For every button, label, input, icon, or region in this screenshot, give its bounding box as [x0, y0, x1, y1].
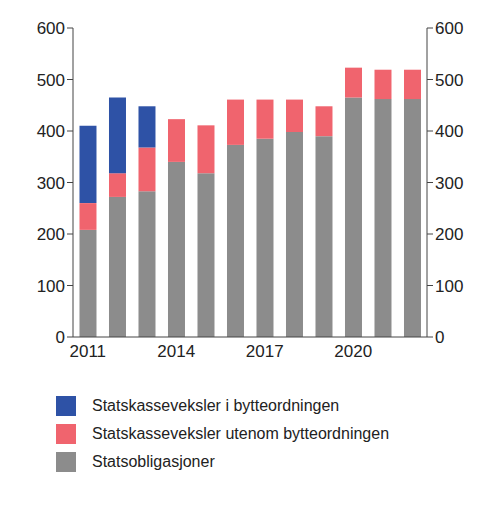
svg-text:500: 500	[435, 71, 463, 90]
html-text:Statsobligasjoner: Statsobligasjoner	[92, 453, 215, 470]
svg-text:2011: 2011	[69, 342, 106, 361]
svg-text:600: 600	[37, 19, 65, 38]
svg-text:300: 300	[435, 174, 463, 193]
svg-text:0: 0	[435, 328, 444, 347]
svg-text:600: 600	[435, 19, 463, 38]
svg-text:2017: 2017	[246, 342, 284, 361]
svg-text:200: 200	[37, 225, 65, 244]
svg-text:500: 500	[37, 71, 65, 90]
svg-text:400: 400	[435, 122, 463, 141]
svg-text:300: 300	[37, 174, 65, 193]
svg-text:0: 0	[56, 328, 65, 347]
svg-text:400: 400	[37, 122, 65, 141]
svg-text:100: 100	[435, 277, 463, 296]
html-text:Statskasseveksler i bytteordni: Statskasseveksler i bytteordningen	[92, 397, 340, 414]
svg-text:200: 200	[435, 225, 463, 244]
svg-text:2014: 2014	[157, 342, 195, 361]
svg-text:2020: 2020	[334, 342, 372, 361]
svg-text:100: 100	[37, 277, 65, 296]
html-text:Statskasseveksler utenom bytte: Statskasseveksler utenom bytteordningen	[92, 425, 390, 442]
